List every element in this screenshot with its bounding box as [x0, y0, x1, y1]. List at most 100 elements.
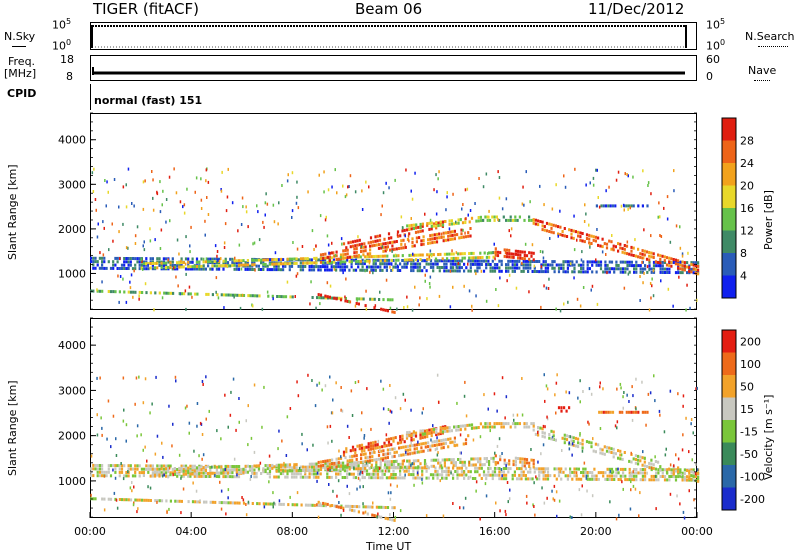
heatmap-speck	[144, 445, 146, 449]
heatmap-cell	[268, 262, 272, 266]
heatmap-cell	[371, 244, 374, 248]
heatmap-cell	[363, 476, 366, 480]
colorbar-tick: 20	[740, 180, 754, 193]
heatmap-cell	[677, 468, 680, 472]
heatmap-speck	[385, 278, 388, 282]
heatmap-cell	[328, 475, 331, 479]
heatmap-cell	[639, 255, 642, 259]
heatmap-cell	[375, 505, 378, 509]
heatmap-speck	[404, 234, 406, 238]
heatmap-cell	[577, 270, 580, 274]
heatmap-cell	[184, 464, 188, 468]
heatmap-speck	[189, 250, 191, 254]
heatmap-cell	[488, 422, 492, 426]
heatmap-cell	[590, 242, 593, 245]
heatmap-speck	[486, 252, 489, 256]
heatmap-cell	[619, 467, 622, 471]
heatmap-cell	[268, 472, 271, 475]
heatmap-cell	[358, 447, 361, 451]
heatmap-speck	[621, 480, 623, 484]
heatmap-speck	[331, 411, 334, 415]
heatmap-speck	[186, 404, 188, 408]
heatmap-speck	[689, 306, 691, 310]
heatmap-speck	[508, 497, 511, 501]
heatmap-cell	[510, 252, 513, 256]
heatmap-speck	[647, 181, 650, 185]
heatmap-cell	[346, 459, 349, 463]
heatmap-cell	[392, 463, 396, 466]
heatmap-cell	[364, 255, 367, 259]
heatmap-cell	[357, 469, 360, 473]
heatmap-speck	[541, 486, 543, 490]
freq-label: Freq.	[8, 55, 36, 68]
heatmap-cell	[147, 262, 150, 266]
heatmap-speck	[382, 191, 385, 195]
heatmap-cell	[101, 256, 104, 260]
heatmap-cell	[550, 429, 553, 433]
heatmap-cell	[494, 461, 497, 464]
heatmap-cell	[434, 469, 437, 473]
heatmap-cell	[344, 297, 347, 300]
heatmap-cell	[460, 236, 463, 239]
colorbar-tick: 24	[740, 157, 754, 170]
heatmap-speck	[620, 204, 623, 208]
heatmap-cell	[522, 473, 525, 477]
heatmap-speck	[690, 422, 692, 426]
heatmap-cell	[679, 468, 682, 472]
heatmap-cell	[364, 304, 367, 308]
heatmap-cell	[493, 473, 497, 477]
heatmap-cell	[512, 255, 515, 259]
heatmap-cell	[439, 430, 442, 434]
heatmap-cell	[207, 257, 210, 261]
heatmap-speck	[263, 225, 265, 229]
heatmap-speck	[384, 469, 387, 473]
heatmap-speck	[112, 239, 114, 243]
heatmap-cell	[335, 461, 338, 465]
heatmap-cell	[579, 238, 582, 242]
heatmap-speck	[328, 251, 330, 255]
heatmap-cell	[362, 452, 365, 456]
heatmap-cell	[373, 466, 376, 470]
heatmap-cell	[456, 466, 459, 470]
heatmap-speck	[421, 477, 423, 481]
heatmap-cell	[543, 228, 546, 232]
heatmap-cell	[555, 467, 558, 471]
heatmap-cell	[160, 467, 163, 471]
heatmap-cell	[291, 469, 294, 473]
heatmap-speck	[467, 262, 469, 266]
heatmap-cell	[136, 498, 139, 502]
heatmap-cell	[398, 446, 401, 450]
heatmap-cell	[527, 266, 530, 270]
heatmap-speck	[655, 507, 657, 511]
heatmap-cell	[628, 467, 631, 471]
heatmap-cell	[374, 268, 377, 272]
heatmap-cell	[644, 478, 647, 482]
heatmap-cell	[482, 473, 486, 477]
heatmap-speck	[462, 506, 465, 510]
time-xaxis: 00:00 04:00 08:00 12:00 16:00 20:00 00:00	[74, 512, 713, 538]
heatmap-cell	[275, 258, 278, 262]
xtick-label: 12:00	[378, 525, 410, 538]
heatmap-cell	[566, 263, 569, 267]
heatmap-cell	[229, 468, 232, 472]
heatmap-cell	[405, 228, 409, 232]
heatmap-cell	[451, 233, 454, 237]
heatmap-speck	[401, 226, 404, 230]
heatmap-speck	[196, 402, 199, 405]
heatmap-cell	[304, 261, 307, 265]
heatmap-cell	[633, 474, 636, 478]
heatmap-cell	[382, 456, 385, 460]
heatmap-cell	[697, 264, 700, 268]
heatmap-cell	[430, 224, 433, 228]
heatmap-speck	[327, 255, 330, 259]
heatmap-cell	[637, 264, 640, 268]
heatmap-speck	[585, 476, 588, 480]
heatmap-speck	[97, 222, 99, 226]
heatmap-cell	[313, 468, 316, 472]
heatmap-cell	[315, 475, 318, 479]
heatmap-speck	[336, 494, 338, 498]
heatmap-speck	[123, 408, 125, 412]
heatmap-speck	[319, 502, 322, 506]
heatmap-cell	[449, 437, 452, 441]
